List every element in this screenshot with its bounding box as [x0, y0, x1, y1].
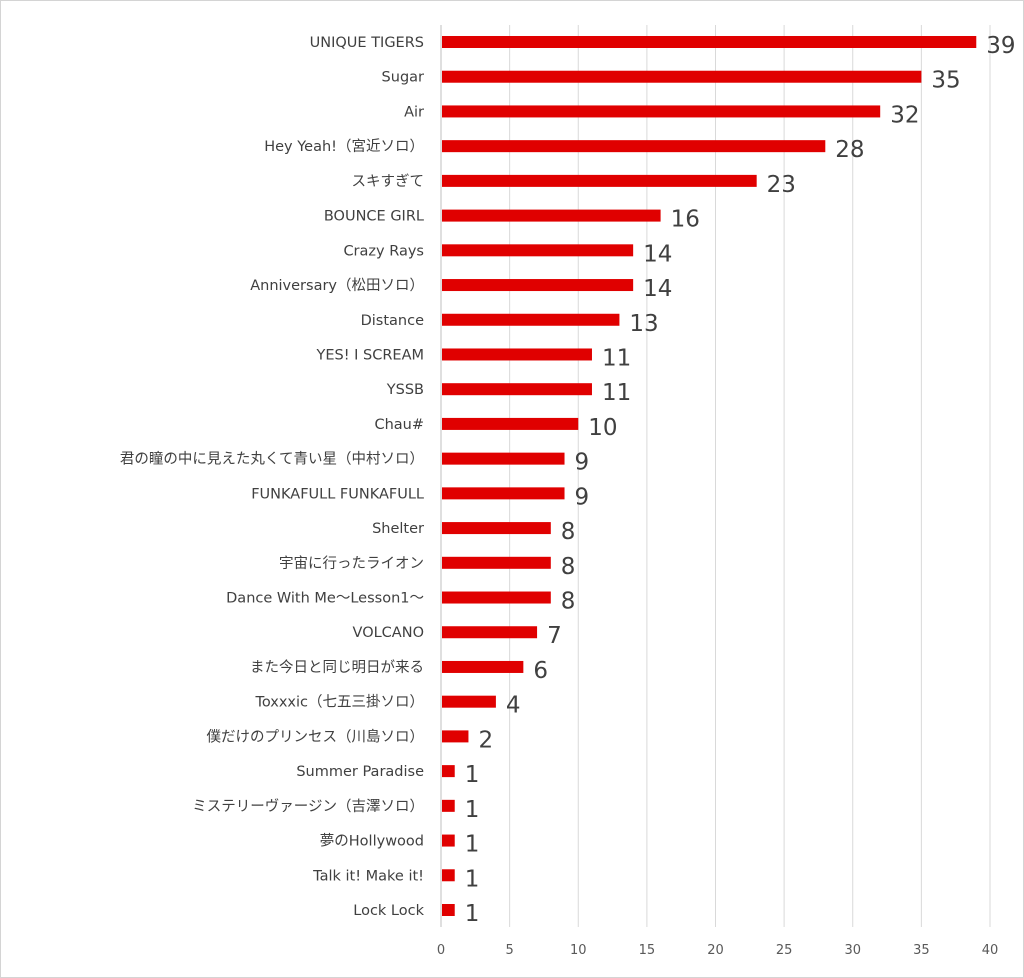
data-label: 1 [465, 866, 480, 892]
data-label: 8 [561, 554, 576, 580]
category-label: UNIQUE TIGERS [310, 35, 424, 51]
data-label: 39 [986, 33, 1015, 59]
x-tick-label: 35 [913, 943, 930, 958]
bars [442, 36, 977, 916]
x-tick-label: 5 [505, 943, 513, 958]
data-label: 14 [643, 276, 672, 302]
bar [442, 660, 524, 673]
data-label: 8 [561, 519, 576, 545]
x-tick-label: 20 [707, 943, 724, 958]
bar [442, 834, 455, 847]
data-label: 23 [767, 172, 796, 198]
bar [442, 452, 565, 465]
data-label: 11 [602, 380, 631, 406]
data-label: 9 [575, 484, 590, 510]
category-label: VOLCANO [353, 625, 424, 641]
category-label: ミステリーヴァージン（吉澤ソロ） [192, 798, 424, 815]
category-label: 君の瞳の中に見えた丸くて青い星（中村ソロ） [120, 450, 424, 468]
bar [442, 279, 634, 292]
bar [442, 244, 634, 257]
bar [442, 174, 757, 187]
data-label: 14 [643, 241, 672, 267]
x-axis-ticks: 0 5 10 15 20 25 30 35 40 [437, 943, 998, 958]
bar [442, 209, 661, 222]
x-tick-label: 15 [639, 943, 656, 958]
data-label: 4 [506, 693, 521, 719]
data-label: 1 [465, 762, 480, 788]
x-tick-label: 25 [776, 943, 793, 958]
data-label: 10 [588, 415, 617, 441]
bar [442, 348, 592, 361]
bar [442, 765, 455, 778]
category-label: Hey Yeah!（宮近ソロ） [264, 138, 424, 155]
category-label: Sugar [382, 70, 424, 86]
category-label: Anniversary（松田ソロ） [250, 277, 424, 294]
category-labels: UNIQUE TIGERS Sugar Air Hey Yeah!（宮近ソロ） スキすぎ… [120, 35, 425, 919]
category-label: Talk it! Make it! [312, 868, 424, 884]
x-tick-label: 0 [437, 943, 445, 958]
bar [442, 417, 579, 430]
category-label: Chau# [374, 417, 424, 433]
category-label: YSSB [386, 382, 424, 398]
data-label: 1 [465, 797, 480, 823]
category-label: スキすぎて [352, 173, 425, 190]
data-label: 6 [533, 658, 548, 684]
data-label: 11 [602, 345, 631, 371]
data-label: 32 [890, 102, 919, 128]
bar [442, 799, 455, 812]
bar [442, 383, 592, 396]
category-label: Toxxxic（七五三掛ソロ） [254, 694, 424, 711]
data-label: 13 [629, 311, 658, 337]
bar [442, 105, 881, 118]
category-label: Summer Paradise [296, 764, 424, 780]
bar [442, 869, 455, 882]
bar [442, 70, 922, 83]
category-label: Air [404, 104, 424, 120]
data-label: 9 [575, 450, 590, 476]
x-tick-label: 10 [570, 943, 587, 958]
bar [442, 36, 977, 48]
data-label: 16 [671, 207, 700, 233]
bar [442, 487, 565, 500]
bar [442, 730, 469, 743]
bar [442, 695, 496, 708]
bar [442, 904, 455, 916]
gridlines [440, 25, 991, 927]
bar [442, 313, 620, 326]
data-label: 2 [478, 727, 493, 753]
bar [442, 556, 551, 569]
x-tick-label: 40 [982, 943, 999, 958]
category-label: また今日と同じ明日が来る [250, 659, 424, 676]
bar [442, 140, 826, 153]
data-label: 1 [465, 832, 480, 858]
category-label: YES! I SCREAM [315, 347, 424, 363]
bar [442, 591, 551, 604]
bar [442, 522, 551, 535]
category-label: Lock Lock [353, 903, 424, 919]
category-label: Distance [361, 313, 424, 329]
data-label: 28 [835, 137, 864, 163]
data-label: 1 [465, 901, 480, 927]
category-label: 夢のHollywood [320, 833, 424, 850]
data-label: 7 [547, 623, 562, 649]
data-label: 35 [931, 68, 960, 94]
category-label: Dance With Me～Lesson1～ [226, 591, 424, 607]
category-label: Crazy Rays [343, 243, 424, 259]
category-label: 僕だけのプリンセス（川島ソロ） [207, 728, 425, 745]
x-tick-label: 30 [844, 943, 861, 958]
category-label: FUNKAFULL FUNKAFULL [251, 486, 424, 502]
data-label: 8 [561, 589, 576, 615]
category-label: Shelter [372, 521, 424, 537]
category-label: BOUNCE GIRL [324, 209, 424, 225]
category-label: 宇宙に行ったライオン [279, 555, 424, 572]
bar [442, 626, 538, 639]
